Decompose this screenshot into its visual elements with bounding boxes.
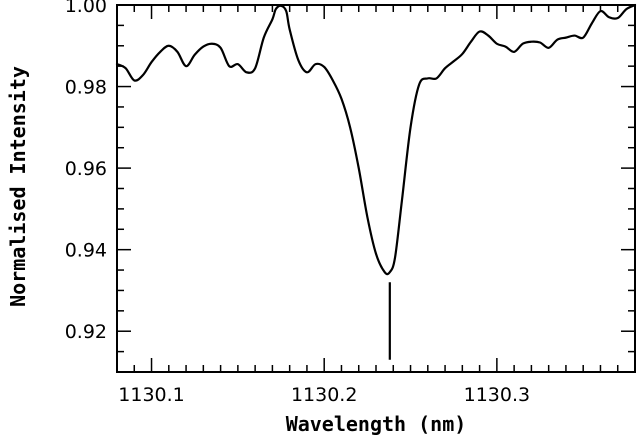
- y-axis-label: Normalised Intensity: [6, 66, 30, 307]
- spectrum-line: [115, 3, 637, 276]
- plot-frame: [116, 4, 636, 373]
- x-tick-label: 1130.2: [291, 384, 357, 406]
- x-tick-label: 1130.1: [118, 384, 184, 406]
- y-tick-label: 0.98: [65, 77, 107, 99]
- x-tick-label: 1130.3: [464, 384, 530, 406]
- y-tick-label: 0.92: [65, 321, 107, 343]
- y-tick-label: 0.96: [65, 158, 107, 180]
- axis-ticks: [116, 4, 636, 373]
- x-axis-label: Wavelength (nm): [286, 412, 467, 436]
- tick-labels: 1130.1 1130.2 1130.3 0.92 0.94 0.96 0.98 1.00: [65, 0, 530, 406]
- y-tick-label: 0.94: [65, 240, 107, 262]
- y-tick-label: 1.00: [65, 0, 107, 17]
